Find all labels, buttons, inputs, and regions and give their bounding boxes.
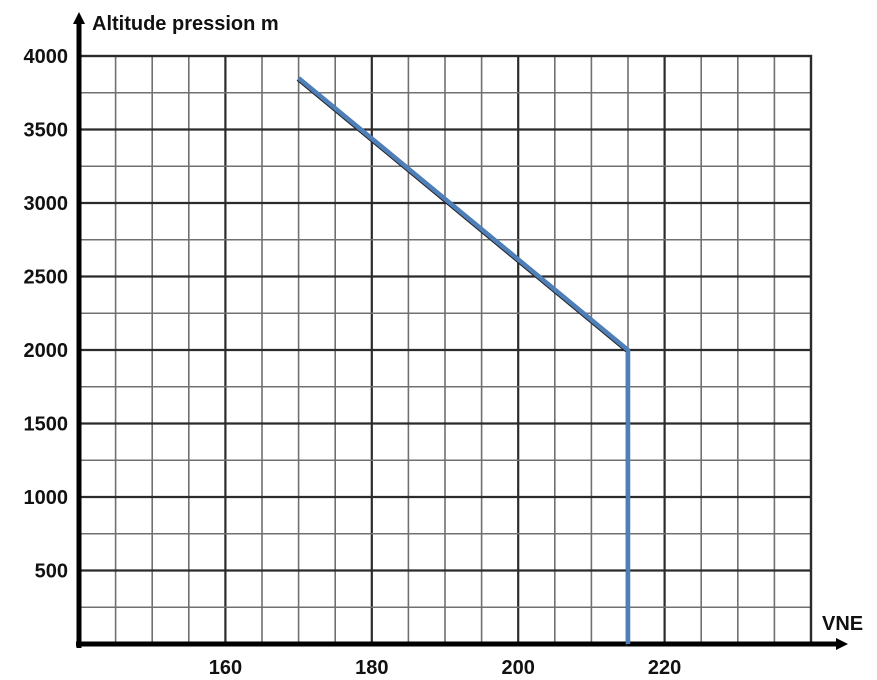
y-tick-label: 3000 [24, 193, 69, 215]
grid [77, 54, 813, 646]
y-tick-label: 1500 [24, 414, 69, 436]
tick-labels: 500 1000 1500 2000 2500 3000 3500 4000 160 180 200… [24, 46, 682, 679]
y-tick-label: 3500 [24, 120, 69, 142]
y-axis-title: Altitude pression m [92, 13, 279, 35]
x-tick-label: 200 [502, 657, 535, 679]
y-axis-arrow [73, 12, 85, 24]
y-tick-label: 2000 [24, 340, 69, 362]
x-axis-arrow [836, 638, 848, 650]
y-tick-label: 1000 [24, 487, 69, 509]
series-line [297, 76, 631, 644]
x-tick-label: 220 [648, 657, 681, 679]
y-tick-label: 4000 [24, 46, 69, 68]
x-tick-label: 160 [209, 657, 242, 679]
axes [73, 12, 848, 650]
y-tick-label: 500 [35, 561, 68, 583]
series-group [296, 76, 631, 646]
x-tick-label: 180 [355, 657, 388, 679]
y-tick-label: 2500 [24, 267, 69, 289]
series-shadow [296, 79, 628, 646]
x-axis-title: VNE [822, 613, 863, 635]
